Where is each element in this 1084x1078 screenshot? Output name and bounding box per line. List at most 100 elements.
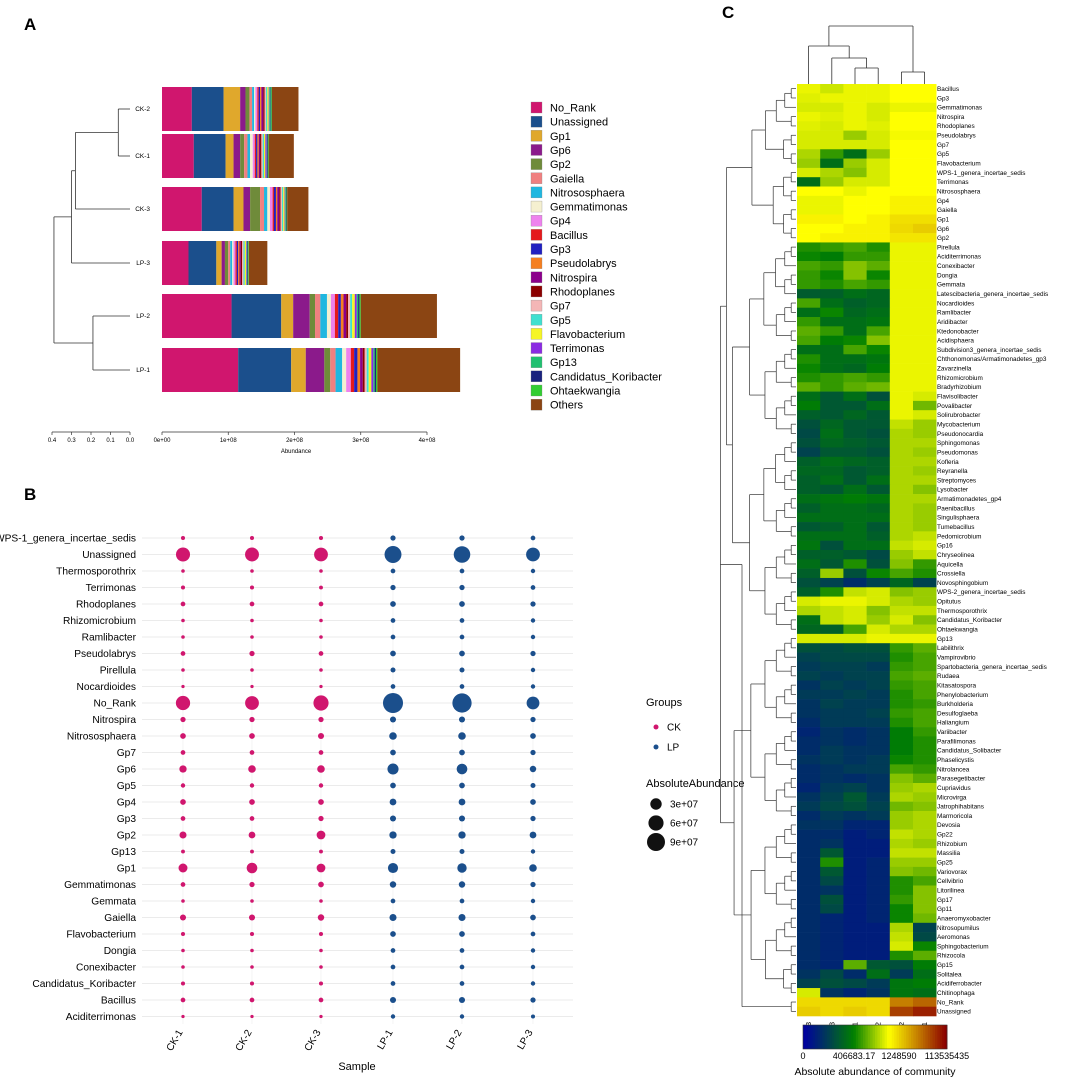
heatmap-cell-Burkholderia-LP-2 [889, 699, 914, 709]
x-tick-label: 1e+08 [220, 438, 238, 444]
bubble-LP-1-Nitrososphaera [389, 732, 397, 740]
bar-segment-LP-2-Gp5 [350, 294, 353, 338]
heatmap-cell-Novosphingobium-CK-2 [866, 577, 891, 588]
heatmap-cell-Rhizobium-CK-1 [843, 838, 867, 849]
heatmap-cell-Gaiella-LP-2 [889, 205, 914, 215]
heatmap-row-label: Solirubrobacter [937, 412, 981, 419]
heatmap-cell-Solitalea-CK-3 [820, 969, 844, 980]
bubble-LP-3-Conexibacter [530, 964, 536, 970]
heatmap-cell-Sphingobacterium-LP-2 [889, 941, 914, 952]
heatmap-cell-Rhodoplanes-CK-3 [820, 121, 844, 131]
bubble-CK-2-Rhizomicrobium [250, 618, 254, 623]
heatmap-cell-Thermosporothrix-CK-3 [820, 605, 844, 616]
heatmap-cell-Streptomyces-LP-3 [797, 475, 821, 486]
bar-segment-CK-2-Gp7 [264, 87, 267, 131]
heatmap-cell-Acidiferrobacter-CK-3 [820, 978, 844, 989]
dendrogram-axis-label: 0.0 [126, 438, 135, 444]
heatmap-cell-Pseudomonas-LP-2 [889, 447, 914, 458]
heatmap-cell-Chitinophaga-LP-2 [889, 988, 914, 998]
heatmap-cell-Ramlibacter-LP-1 [913, 307, 937, 318]
bubble-LP-3-Gp2 [529, 831, 537, 839]
heatmap-cell-Anaeromyxobacter-LP-2 [889, 913, 914, 924]
heatmap-cell-Aciditerrimonas-CK-2 [866, 251, 891, 262]
panel-a-bars [162, 87, 461, 392]
legend-label: Gemmatimonas [550, 202, 628, 214]
taxon-label: Gp2 [117, 831, 137, 842]
legend-label: Gp5 [550, 315, 571, 327]
heatmap-cell-Gp1-CK-3 [820, 214, 844, 225]
bubble-LP-1-WPS-1_genera_incertae_sedis [390, 535, 396, 541]
bubble-LP-3-Flavobacterium [530, 931, 536, 937]
color-scale-step [863, 1025, 866, 1049]
bubble-LP-2-Nitrospira [458, 716, 466, 723]
heatmap-cell-Chryseolinea-CK-1 [843, 550, 867, 560]
heatmap-cell-Flavobacterium-LP-1 [913, 158, 937, 169]
color-scale-step [923, 1025, 926, 1049]
bar-segment-LP-1-No_Rank [162, 348, 239, 392]
heatmap-row-label: Gp25 [937, 860, 953, 867]
bar-segment-LP-1-Gp5 [366, 348, 369, 392]
bar-segment-CK-3-Nitrospira [277, 187, 280, 231]
heatmap-cell-Tumebacillus-CK-2 [866, 522, 891, 532]
bubble-LP-1-Dongia [390, 948, 396, 953]
heatmap-cell-Pseudolabrys-LP-2 [889, 130, 914, 141]
heatmap-cell-Haliangium-LP-3 [797, 717, 821, 728]
heatmap-cell-Gemmatimonas-CK-1 [843, 102, 867, 113]
legend-label: Gp7 [550, 301, 571, 313]
heatmap-row-label: Chthonomonas/Armatimonadetes_gp3 [937, 356, 1047, 363]
heatmap-cell-Chthonomonas/Armatimonadetes_gp3-CK-1 [843, 354, 867, 364]
taxon-label: Nitrospira [92, 715, 136, 726]
bubble-LP-2-Candidatus_Koribacter [459, 981, 465, 986]
bubble-CK-1-Gp5 [180, 783, 186, 788]
bubble-LP-2-Nocardioides [459, 684, 465, 689]
heatmap-cell-Candidatus_Koribacter-CK-1 [843, 615, 867, 625]
bar-segment-LP-1-Gp3 [354, 348, 358, 392]
heatmap-cell-WPS-1_genera_incertae_sedis-LP-2 [889, 167, 914, 178]
heatmap-cell-Aeromonas-CK-1 [843, 932, 867, 942]
panel-b-gridlines [142, 530, 573, 1024]
panel-b-x-axis-label: Sample [338, 1061, 375, 1073]
heatmap-cell-Rhodoplanes-CK-2 [866, 121, 891, 131]
heatmap-cell-Aquicella-LP-1 [913, 559, 937, 569]
heatmap-cell-Crossiella-LP-1 [913, 568, 937, 579]
color-scale-step [829, 1025, 833, 1049]
heatmap-cell-Gemmata-CK-2 [866, 279, 891, 290]
heatmap-cell-Candidatus_Solibacter-CK-1 [843, 745, 867, 756]
color-scale-step [901, 1025, 905, 1049]
bubble-CK-1-Rhodoplanes [180, 601, 186, 607]
taxon-label: Gp6 [117, 765, 137, 776]
taxon-label: Rhizomicrobium [63, 616, 136, 627]
color-scale-step [879, 1025, 883, 1049]
heatmap-cell-Conexibacter-CK-2 [866, 261, 891, 271]
heatmap-cell-Chthonomonas/Armatimonadetes_gp3-CK-3 [820, 354, 844, 364]
heatmap-cell-Armatimonadetes_gp4-LP-2 [889, 494, 914, 504]
heatmap-cell-Subdivision3_genera_incertae_sedis-CK-1 [843, 344, 867, 355]
heatmap-cell-Anaeromyxobacter-CK-1 [843, 913, 867, 924]
heatmap-cell-Gaiella-CK-2 [866, 205, 891, 215]
bar-segment-LP-1-Gaiella [330, 348, 336, 392]
bubble-LP-3-WPS-1_genera_incertae_sedis [530, 535, 536, 541]
heatmap-cell-Gp17-CK-1 [843, 894, 867, 905]
color-scale-step [911, 1025, 914, 1049]
heatmap-cell-Subdivision3_genera_incertae_sedis-CK-3 [820, 344, 844, 355]
bubble-LP-1-Gp5 [390, 782, 396, 789]
heatmap-cell-Gp13-LP-2 [889, 633, 914, 644]
heatmap-cell-Pseudomonas-LP-1 [913, 447, 937, 458]
taxon-label: Gp13 [111, 847, 136, 858]
heatmap-cell-WPS-1_genera_incertae_sedis-CK-3 [820, 167, 844, 178]
heatmap-row-label: Pirellula [937, 244, 960, 251]
heatmap-cell-Acidisphaera-CK-2 [866, 335, 891, 346]
color-scale-step [918, 1025, 921, 1049]
panel-c-column-dendrogram [808, 25, 925, 84]
heatmap-cell-Rhizomicrobium-CK-3 [820, 372, 844, 383]
heatmap-cell-Reyranella-LP-1 [913, 466, 937, 476]
heatmap-cell-Solitalea-LP-2 [889, 969, 914, 980]
heatmap-cell-Reyranella-LP-3 [797, 466, 821, 476]
heatmap-cell-Terrimonas-LP-2 [889, 177, 914, 187]
color-scale-step [903, 1025, 907, 1049]
bar-segment-CK-3-Unassigned [201, 187, 234, 231]
legend-label: Rhodoplanes [550, 286, 615, 298]
heatmap-cell-Pedomicrobium-CK-3 [820, 531, 844, 541]
heatmap-cell-Desulfoglaeba-CK-3 [820, 708, 844, 719]
